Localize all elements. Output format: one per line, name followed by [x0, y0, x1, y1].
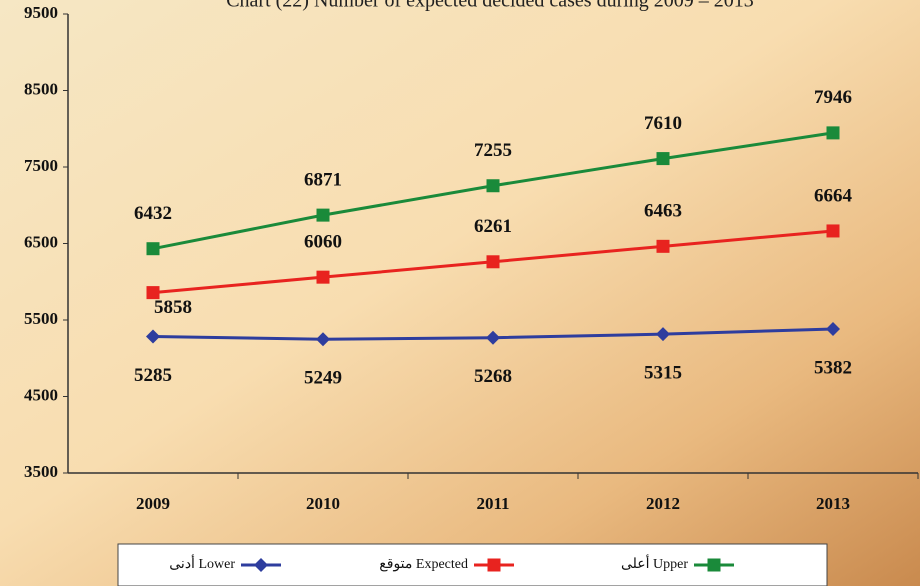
y-tick-label: 5500	[24, 309, 58, 328]
data-label: 6463	[644, 201, 682, 222]
point	[486, 179, 500, 193]
data-label: 5249	[304, 368, 342, 389]
point	[146, 286, 160, 300]
data-label: 5315	[644, 363, 682, 384]
y-tick-label: 8500	[24, 79, 58, 98]
point	[656, 152, 670, 166]
y-tick-label: 6500	[24, 232, 58, 251]
point	[656, 327, 670, 342]
point	[826, 322, 840, 337]
point	[826, 224, 840, 238]
data-label: 7255	[474, 140, 512, 161]
point	[146, 242, 160, 256]
data-label: 6432	[134, 203, 172, 224]
y-tick-label: 7500	[24, 156, 58, 175]
point	[826, 126, 840, 140]
legend-marker	[254, 558, 268, 572]
y-tick-label: 3500	[24, 462, 58, 481]
data-label: 5268	[474, 366, 512, 387]
data-label: 6871	[304, 169, 342, 190]
data-label: 5382	[814, 357, 852, 378]
y-tick-label: 4500	[24, 385, 58, 404]
legend-label: أدنى Lower	[169, 553, 235, 572]
y-tick-label: 9500	[24, 3, 58, 22]
legend-label: أعلى Upper	[621, 553, 688, 572]
chart-title: Chart (22) Number of expected decided ca…	[226, 0, 754, 12]
legend-marker	[487, 558, 501, 572]
data-label: 5285	[134, 365, 172, 386]
legend-label: متوقع Expected	[379, 557, 468, 572]
data-label: 5858	[154, 297, 192, 318]
data-label: 6060	[304, 232, 342, 253]
data-label: 7946	[814, 87, 852, 108]
x-tick-label: 2013	[816, 494, 850, 513]
point	[146, 329, 160, 344]
point	[486, 330, 500, 345]
legend-marker	[707, 558, 721, 572]
data-label: 6664	[814, 185, 853, 206]
data-label: 6261	[474, 216, 512, 237]
x-tick-label: 2010	[306, 494, 340, 513]
x-tick-label: 2011	[476, 494, 509, 513]
data-label: 7610	[644, 113, 682, 134]
point	[656, 239, 670, 253]
x-tick-label: 2009	[136, 494, 170, 513]
point	[316, 270, 330, 284]
x-tick-label: 2012	[646, 494, 680, 513]
point	[316, 332, 330, 347]
point	[486, 255, 500, 269]
point	[316, 208, 330, 222]
